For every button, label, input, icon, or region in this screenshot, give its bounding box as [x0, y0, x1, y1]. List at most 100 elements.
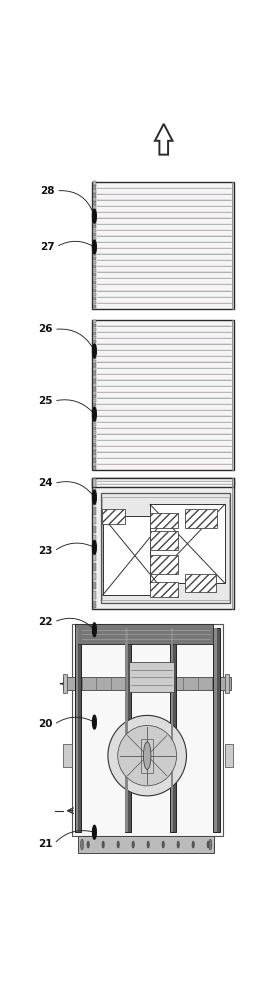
FancyArrowPatch shape — [56, 543, 92, 550]
Bar — [93, 209, 96, 213]
Circle shape — [193, 841, 194, 848]
FancyArrowPatch shape — [58, 241, 92, 246]
Circle shape — [143, 742, 151, 769]
Bar — [93, 320, 96, 323]
Bar — [142, 739, 153, 773]
Bar — [93, 419, 96, 422]
Bar — [125, 628, 128, 832]
Circle shape — [147, 841, 149, 848]
FancyArrowPatch shape — [57, 618, 92, 628]
Text: 27: 27 — [41, 242, 55, 252]
Bar — [93, 360, 96, 363]
Circle shape — [177, 841, 179, 848]
Bar — [93, 403, 96, 406]
Bar — [93, 301, 96, 304]
Bar — [150, 504, 225, 583]
Bar — [150, 513, 178, 528]
Bar — [93, 507, 96, 515]
Bar — [93, 427, 96, 430]
Bar — [93, 435, 96, 438]
Bar — [93, 336, 96, 339]
Bar — [63, 674, 67, 693]
Bar — [93, 324, 96, 327]
Bar — [92, 182, 234, 309]
Bar — [93, 233, 96, 236]
FancyArrowPatch shape — [57, 400, 93, 412]
Bar — [93, 221, 96, 225]
Bar — [93, 293, 96, 296]
Circle shape — [117, 841, 119, 848]
Bar — [93, 181, 96, 185]
Circle shape — [93, 490, 96, 504]
Bar — [93, 265, 96, 268]
Bar — [103, 516, 167, 595]
Circle shape — [93, 344, 96, 358]
Polygon shape — [155, 124, 172, 155]
Bar — [93, 281, 96, 284]
Bar — [63, 744, 72, 767]
Bar — [93, 591, 96, 599]
Circle shape — [93, 623, 96, 637]
Bar — [124, 628, 131, 832]
Bar — [93, 411, 96, 414]
Text: 23: 23 — [38, 546, 53, 556]
Text: 26: 26 — [38, 324, 53, 334]
Bar — [93, 332, 96, 335]
Bar — [101, 493, 230, 603]
Bar — [93, 484, 96, 487]
Bar — [93, 273, 96, 276]
Bar — [93, 363, 96, 367]
Bar — [93, 387, 96, 391]
Bar — [93, 466, 96, 470]
Bar — [185, 509, 217, 528]
Bar — [93, 582, 96, 589]
Bar — [93, 348, 96, 351]
Bar — [93, 237, 96, 240]
Bar — [93, 573, 96, 580]
Bar — [93, 446, 96, 450]
Circle shape — [93, 240, 96, 254]
Bar — [93, 554, 96, 561]
Bar — [93, 489, 96, 496]
Bar — [93, 356, 96, 359]
Circle shape — [207, 841, 209, 848]
Bar — [171, 628, 173, 832]
Circle shape — [132, 841, 134, 848]
Bar — [93, 399, 96, 402]
Bar — [150, 555, 178, 574]
Bar — [93, 253, 96, 256]
Bar — [225, 744, 233, 767]
Bar — [170, 628, 176, 832]
Bar — [93, 340, 96, 343]
Text: 25: 25 — [38, 396, 53, 406]
Circle shape — [93, 715, 96, 729]
Bar — [102, 497, 229, 600]
Bar — [93, 439, 96, 442]
Bar — [93, 277, 96, 280]
Bar — [225, 674, 229, 693]
Bar — [78, 836, 214, 853]
Circle shape — [93, 540, 96, 554]
Bar — [75, 624, 213, 644]
Bar — [93, 498, 96, 505]
Bar — [93, 269, 96, 272]
Circle shape — [162, 841, 164, 848]
FancyArrowPatch shape — [56, 717, 92, 723]
Circle shape — [102, 841, 104, 848]
FancyArrowPatch shape — [57, 482, 93, 495]
Bar — [93, 197, 96, 201]
Bar — [93, 431, 96, 434]
Bar — [93, 423, 96, 426]
Circle shape — [93, 407, 96, 421]
Bar — [93, 450, 96, 454]
Bar — [93, 479, 96, 487]
Bar — [93, 563, 96, 571]
Ellipse shape — [108, 715, 186, 796]
Text: 21: 21 — [38, 839, 53, 849]
Bar — [93, 305, 96, 308]
FancyArrowPatch shape — [59, 191, 93, 214]
Bar — [93, 201, 96, 205]
Bar — [93, 205, 96, 209]
Bar — [93, 535, 96, 543]
Bar — [93, 249, 96, 252]
